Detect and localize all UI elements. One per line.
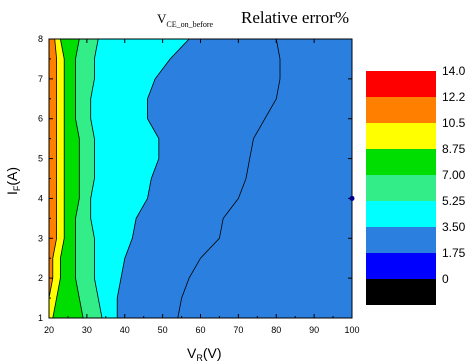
legend-label: 5.25: [442, 194, 466, 208]
x-axis-label: VR(V): [187, 345, 222, 362]
legend-label: 0: [442, 272, 449, 286]
x-tick-label: 40: [120, 325, 130, 335]
legend-label: 3.50: [442, 220, 466, 234]
legend-label: 7.00: [442, 168, 466, 182]
x-tick-label: 90: [309, 325, 319, 335]
legend-swatch: [366, 253, 436, 279]
x-tick-label: 50: [158, 325, 168, 335]
legend-swatch: [366, 71, 436, 97]
y-tick-label: 5: [38, 154, 43, 164]
legend-label: 12.2: [442, 90, 466, 104]
data-marker: [350, 196, 355, 201]
y-tick-label: 8: [38, 34, 43, 44]
y-tick-label: 1: [38, 313, 43, 323]
chart-title: Relative error%: [241, 8, 349, 27]
x-tick-label: 30: [82, 325, 92, 335]
y-tick-label: 4: [38, 193, 43, 203]
y-tick-label: 6: [38, 114, 43, 124]
legend-swatch: [366, 279, 436, 305]
legend-swatch: [366, 227, 436, 253]
legend-label: 8.75: [442, 142, 466, 156]
legend-swatch: [366, 201, 436, 227]
data-marker-group: [350, 196, 355, 201]
x-tick-label: 20: [44, 325, 54, 335]
legend-label: 10.5: [442, 116, 466, 130]
legend-swatch: [366, 123, 436, 149]
legend-label: 14.0: [442, 64, 466, 78]
x-tick-label: 100: [344, 325, 359, 335]
legend-label: 1.75: [442, 246, 466, 260]
y-tick-label: 3: [38, 233, 43, 243]
x-tick-label: 60: [195, 325, 205, 335]
legend-swatch: [366, 149, 436, 175]
x-tick-label: 80: [271, 325, 281, 335]
legend-swatch: [366, 175, 436, 201]
x-tick-label: 70: [233, 325, 243, 335]
y-tick-label: 2: [38, 273, 43, 283]
y-tick-label: 7: [38, 74, 43, 84]
legend-swatch: [366, 97, 436, 123]
